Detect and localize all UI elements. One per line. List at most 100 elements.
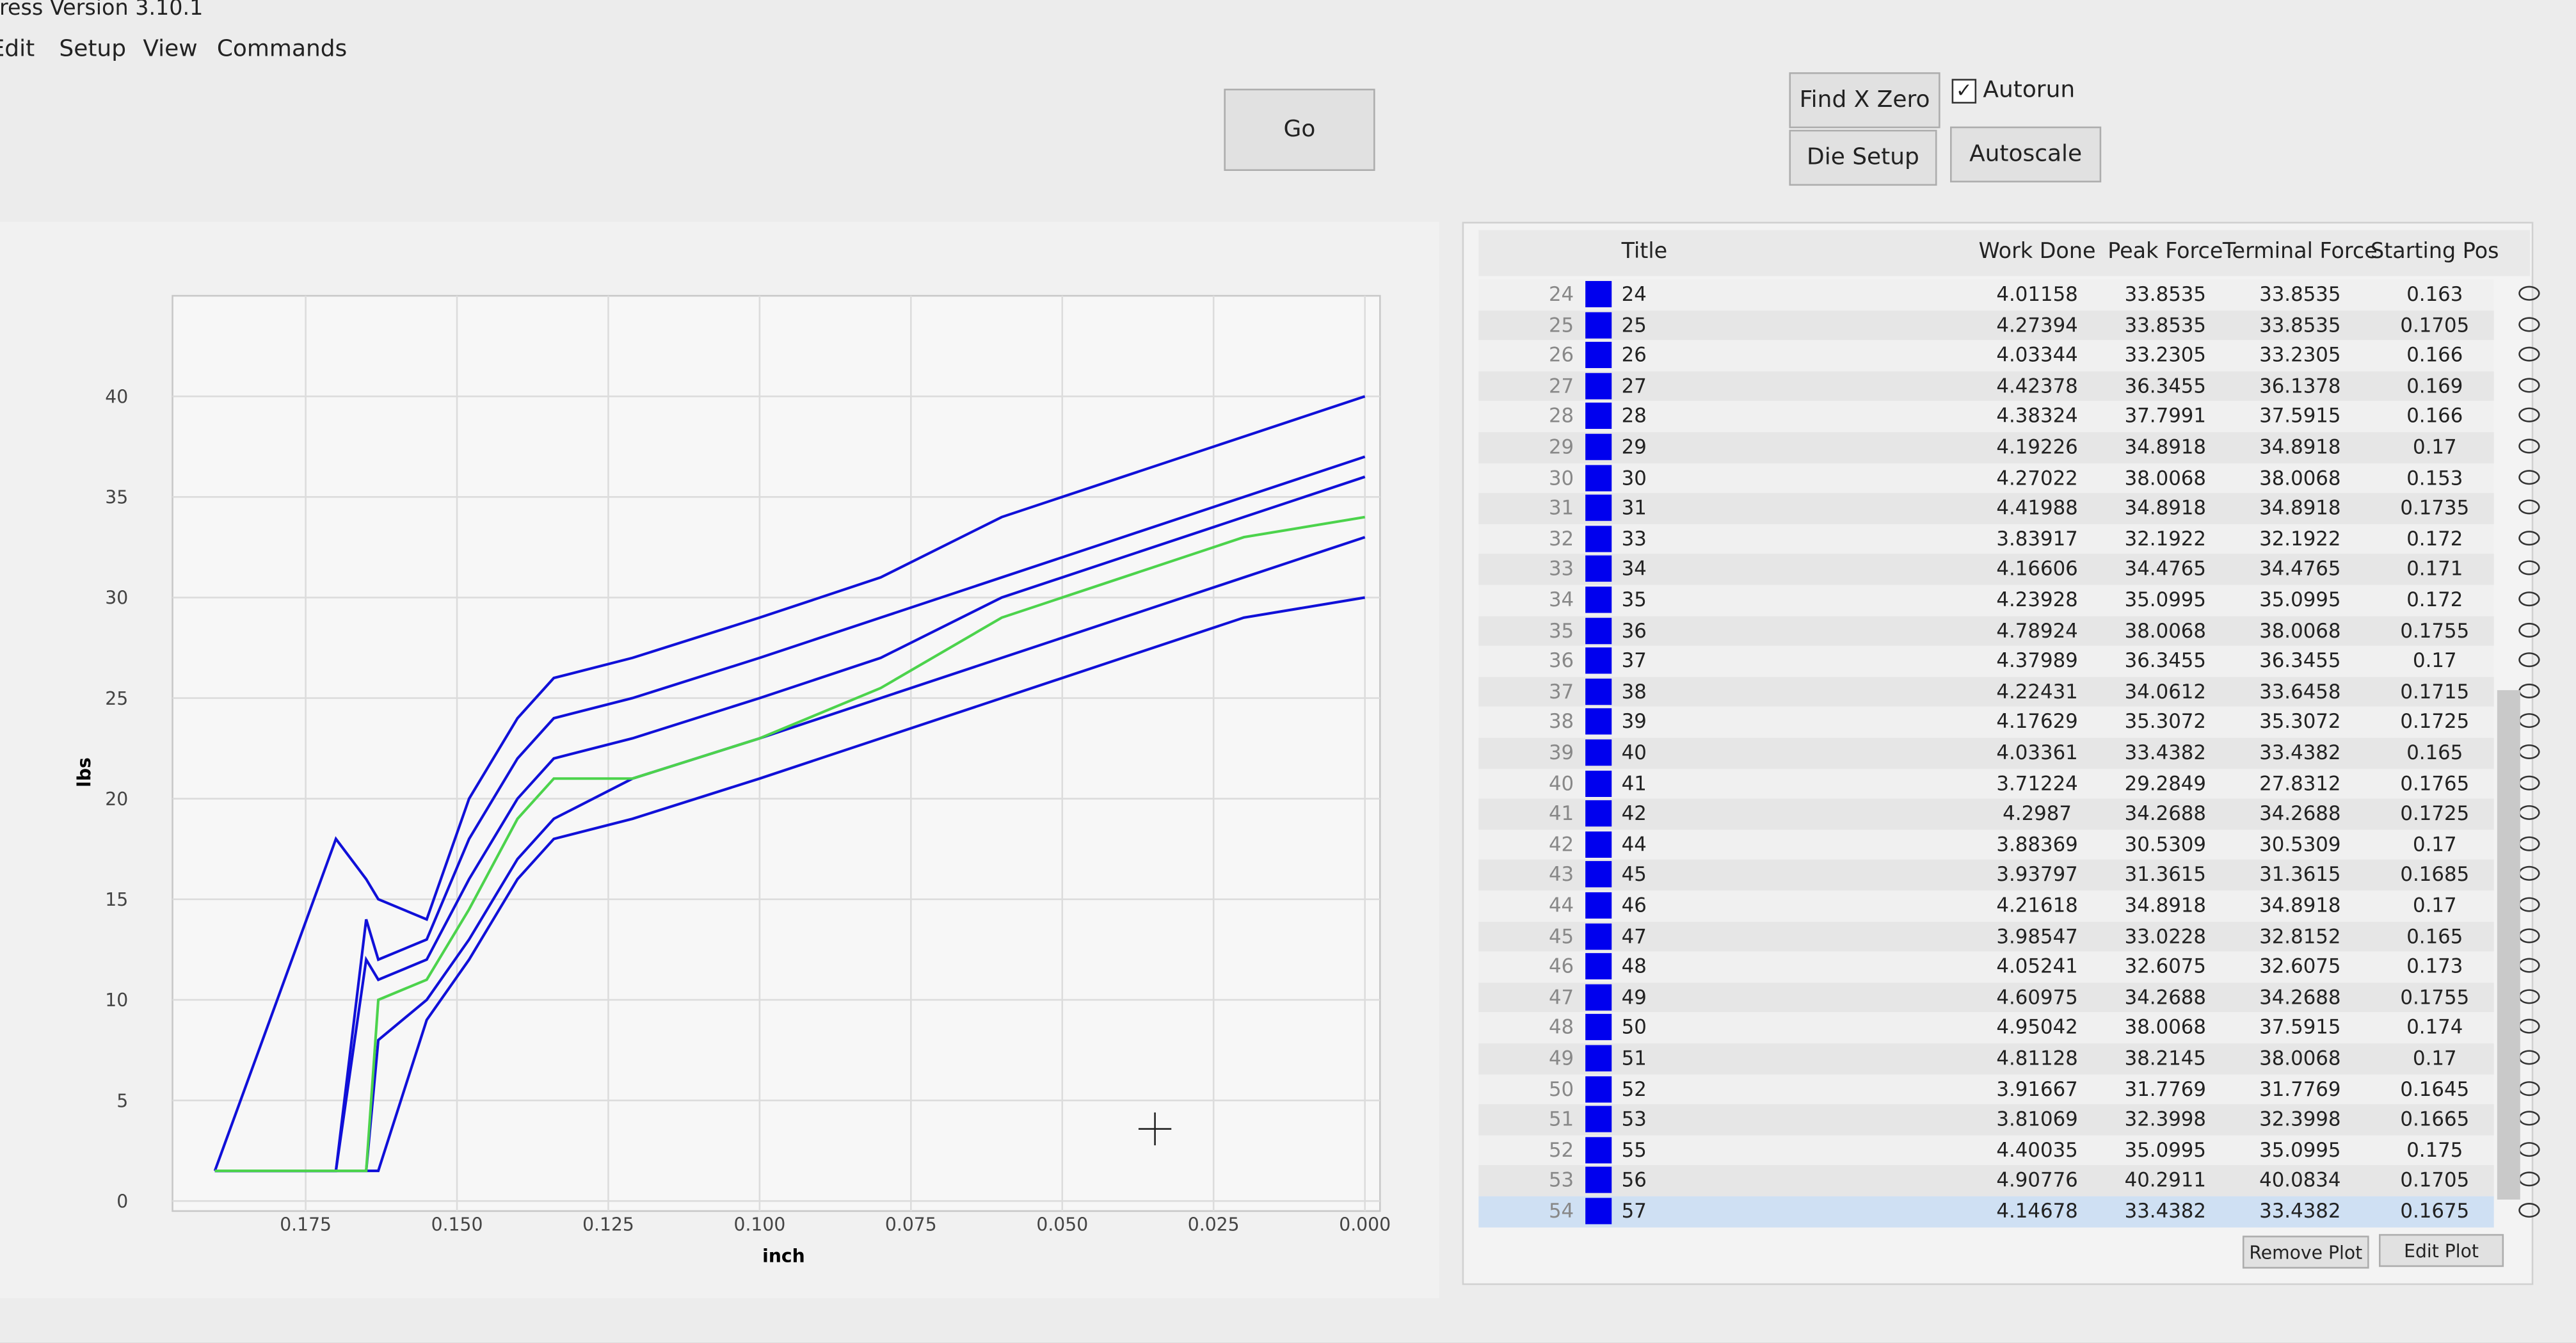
color-swatch[interactable]: [1585, 800, 1612, 827]
table-row[interactable]: [1478, 1196, 2494, 1227]
table-row[interactable]: [1478, 401, 2494, 433]
color-swatch[interactable]: [1585, 495, 1612, 522]
remove-plot-button[interactable]: Remove Plot: [2242, 1235, 2369, 1269]
visibility-icon[interactable]: [2518, 1111, 2540, 1126]
visibility-icon[interactable]: [2518, 347, 2540, 362]
color-swatch[interactable]: [1585, 984, 1612, 1011]
color-swatch[interactable]: [1585, 525, 1612, 552]
table-row[interactable]: [1478, 493, 2494, 524]
visibility-icon[interactable]: [2518, 1172, 2540, 1187]
visibility-icon[interactable]: [2518, 285, 2540, 301]
visibility-icon[interactable]: [2518, 775, 2540, 790]
color-swatch[interactable]: [1585, 1075, 1612, 1102]
color-swatch[interactable]: [1585, 769, 1612, 796]
color-swatch[interactable]: [1585, 1167, 1612, 1194]
visibility-icon[interactable]: [2518, 1203, 2540, 1218]
table-row[interactable]: [1478, 462, 2494, 494]
visibility-icon[interactable]: [2518, 591, 2540, 607]
table-row[interactable]: [1478, 615, 2494, 647]
autoscale-button[interactable]: Autoscale: [1950, 126, 2102, 182]
color-swatch[interactable]: [1585, 831, 1612, 858]
visibility-icon[interactable]: [2518, 805, 2540, 821]
color-swatch[interactable]: [1585, 403, 1612, 430]
table-row[interactable]: [1478, 890, 2494, 922]
color-swatch[interactable]: [1585, 311, 1612, 338]
visibility-icon[interactable]: [2518, 1019, 2540, 1034]
visibility-icon[interactable]: [2518, 836, 2540, 851]
color-swatch[interactable]: [1585, 1045, 1612, 1072]
color-swatch[interactable]: [1585, 280, 1612, 308]
table-row[interactable]: [1478, 432, 2494, 463]
table-row[interactable]: [1478, 554, 2494, 585]
table-row[interactable]: [1478, 860, 2494, 891]
visibility-icon[interactable]: [2518, 622, 2540, 637]
visibility-icon[interactable]: [2518, 744, 2540, 759]
visibility-icon[interactable]: [2518, 438, 2540, 454]
go-button[interactable]: Go: [1224, 88, 1375, 171]
color-swatch[interactable]: [1585, 862, 1612, 889]
table-row[interactable]: [1478, 768, 2494, 800]
visibility-icon[interactable]: [2518, 469, 2540, 485]
color-swatch[interactable]: [1585, 373, 1612, 399]
autorun-label[interactable]: Autorun: [1983, 77, 2076, 104]
color-swatch[interactable]: [1585, 1014, 1612, 1041]
color-swatch[interactable]: [1585, 678, 1612, 705]
color-swatch[interactable]: [1585, 464, 1612, 491]
visibility-icon[interactable]: [2518, 988, 2540, 1004]
find-x-zero-button[interactable]: Find X Zero: [1789, 72, 1940, 129]
die-setup-button[interactable]: Die Setup: [1789, 129, 1937, 186]
color-swatch[interactable]: [1585, 1106, 1612, 1133]
visibility-icon[interactable]: [2518, 683, 2540, 698]
menu-item[interactable]: Commands: [216, 36, 348, 63]
table-row[interactable]: [1478, 1135, 2494, 1166]
visibility-icon[interactable]: [2518, 499, 2540, 515]
visibility-icon[interactable]: [2518, 561, 2540, 576]
table-row[interactable]: [1478, 310, 2494, 341]
visibility-icon[interactable]: [2518, 408, 2540, 423]
visibility-icon[interactable]: [2518, 1050, 2540, 1065]
table-row[interactable]: [1478, 1074, 2494, 1105]
color-swatch[interactable]: [1585, 342, 1612, 369]
color-swatch[interactable]: [1585, 586, 1612, 613]
table-row[interactable]: [1478, 951, 2494, 983]
table-row[interactable]: [1478, 982, 2494, 1013]
table-row[interactable]: [1478, 799, 2494, 830]
visibility-icon[interactable]: [2518, 866, 2540, 881]
table-row[interactable]: [1478, 737, 2494, 769]
autorun-checkbox[interactable]: ✓: [1951, 79, 1977, 104]
table-row[interactable]: [1478, 1104, 2494, 1136]
color-swatch[interactable]: [1585, 647, 1612, 674]
color-swatch[interactable]: [1585, 556, 1612, 583]
visibility-icon[interactable]: [2518, 714, 2540, 729]
menu-item[interactable]: View: [143, 36, 198, 63]
menu-item[interactable]: Setup: [59, 36, 127, 63]
color-swatch[interactable]: [1585, 1198, 1612, 1225]
color-swatch[interactable]: [1585, 709, 1612, 736]
visibility-icon[interactable]: [2518, 1081, 2540, 1096]
table-row[interactable]: [1478, 1043, 2494, 1074]
color-swatch[interactable]: [1585, 892, 1612, 919]
visibility-icon[interactable]: [2518, 316, 2540, 332]
table-row[interactable]: [1478, 340, 2494, 371]
table-row[interactable]: [1478, 279, 2494, 310]
visibility-icon[interactable]: [2518, 652, 2540, 668]
table-row[interactable]: [1478, 371, 2494, 402]
table-row[interactable]: [1478, 1013, 2494, 1044]
table-row[interactable]: [1478, 1166, 2494, 1196]
visibility-icon[interactable]: [2518, 377, 2540, 392]
menu-item[interactable]: Edit: [0, 36, 35, 63]
scrollbar-thumb[interactable]: [2497, 690, 2520, 1200]
table-row[interactable]: [1478, 524, 2494, 555]
table-row[interactable]: [1478, 677, 2494, 707]
visibility-icon[interactable]: [2518, 530, 2540, 545]
color-swatch[interactable]: [1585, 739, 1612, 766]
color-swatch[interactable]: [1585, 617, 1612, 644]
visibility-icon[interactable]: [2518, 958, 2540, 974]
table-row[interactable]: [1478, 829, 2494, 860]
table-row[interactable]: [1478, 921, 2494, 952]
color-swatch[interactable]: [1585, 922, 1612, 949]
table-row[interactable]: [1478, 707, 2494, 738]
color-swatch[interactable]: [1585, 433, 1612, 460]
visibility-icon[interactable]: [2518, 928, 2540, 943]
visibility-icon[interactable]: [2518, 1141, 2540, 1157]
